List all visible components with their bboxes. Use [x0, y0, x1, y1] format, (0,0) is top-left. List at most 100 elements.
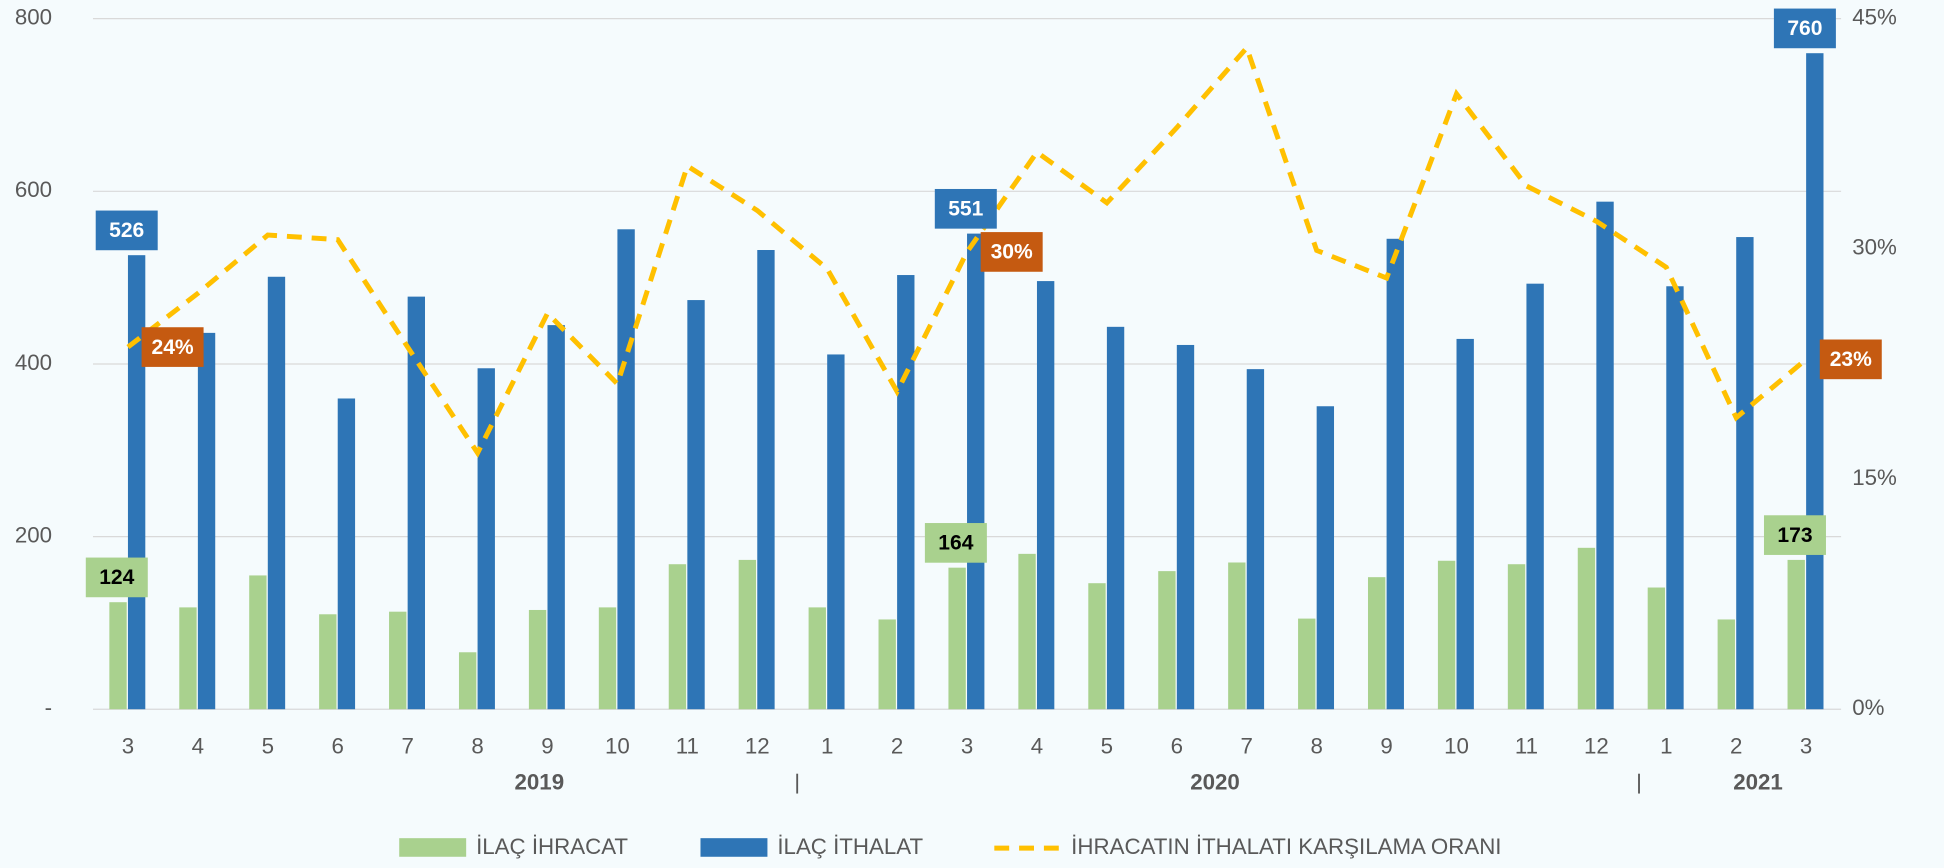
x-tick-label: 1 [1660, 734, 1672, 759]
x-tick-label: 6 [332, 734, 344, 759]
legend-label: İLAÇ İHRACAT [476, 834, 628, 859]
bar [1298, 618, 1316, 710]
bar [687, 300, 705, 710]
bar [757, 250, 775, 710]
bar [319, 614, 337, 710]
x-tick-label: 12 [745, 734, 770, 759]
bar [1176, 344, 1195, 710]
bar [738, 559, 757, 710]
bar [948, 567, 966, 710]
bar [1246, 369, 1265, 710]
bar [1507, 564, 1526, 710]
data-label: 173 [1777, 524, 1812, 547]
y2-tick-label: 45% [1852, 5, 1897, 30]
bar [389, 611, 407, 710]
data-label-box [1819, 339, 1882, 380]
data-label-box [85, 557, 148, 598]
bar [1806, 53, 1824, 710]
bar [477, 368, 495, 710]
bar [179, 607, 197, 710]
bar [967, 233, 985, 710]
x-tick-label: 12 [1584, 734, 1609, 759]
data-label-box [95, 210, 158, 251]
bar [458, 652, 477, 710]
bar [1577, 547, 1596, 710]
bar [1647, 587, 1666, 710]
bar [1386, 238, 1404, 710]
data-label-box [1763, 515, 1826, 555]
bar [1666, 286, 1684, 710]
y-tick-label: 800 [15, 5, 52, 30]
x-tick-label: 8 [1310, 734, 1322, 759]
data-label-box [141, 327, 204, 367]
bar [1367, 577, 1386, 710]
x-tick-label: 8 [471, 734, 483, 759]
year-label: 2021 [1733, 770, 1783, 795]
x-tick-label: 5 [1101, 734, 1113, 759]
bar [808, 607, 826, 710]
data-label: 30% [991, 241, 1033, 264]
x-tick-label: 3 [961, 734, 973, 759]
x-tick-label: 9 [541, 734, 553, 759]
data-label: 24% [152, 336, 194, 359]
x-tick-label: 7 [401, 734, 413, 759]
bar [827, 354, 845, 710]
legend-swatch [700, 838, 768, 857]
bar [1526, 283, 1544, 710]
bar [337, 398, 356, 710]
bar [197, 332, 216, 710]
x-tick-label: 11 [676, 734, 699, 759]
bar [1106, 326, 1125, 710]
bar [668, 564, 687, 710]
y-tick-label: - [45, 695, 52, 720]
data-label-box [980, 232, 1043, 272]
bar [528, 609, 547, 710]
legend-label: İHRACATIN İTHALATI KARŞILAMA ORANI [1071, 834, 1501, 859]
x-tick-label: 5 [262, 734, 274, 759]
x-tick-label: 4 [192, 734, 204, 759]
bar [1717, 619, 1735, 710]
x-tick-label: 10 [1444, 734, 1469, 759]
bar [1456, 338, 1474, 710]
bar [1088, 583, 1106, 710]
x-tick-label: 3 [1800, 734, 1812, 759]
x-tick-label: 2 [891, 734, 903, 759]
bar [547, 325, 565, 710]
y2-tick-label: 15% [1852, 465, 1897, 490]
x-tick-label: 4 [1031, 734, 1043, 759]
bar [1736, 237, 1754, 710]
bar [249, 575, 267, 710]
data-label: 164 [938, 532, 973, 555]
bar [598, 607, 617, 710]
bar [109, 602, 127, 710]
bar [267, 276, 286, 710]
data-label: 760 [1787, 17, 1822, 40]
y-tick-label: 400 [15, 350, 52, 375]
bar [1018, 553, 1036, 710]
bar [1036, 281, 1055, 710]
x-tick-label: 1 [821, 734, 833, 759]
bar [1316, 406, 1335, 710]
bar [1158, 571, 1176, 710]
bar [1596, 201, 1614, 710]
x-tick-label: 6 [1171, 734, 1183, 759]
x-tick-label: 2 [1730, 734, 1742, 759]
bar [407, 296, 426, 710]
legend-label: İLAÇ İTHALAT [777, 834, 923, 859]
bar [127, 255, 146, 710]
bar [1228, 562, 1246, 710]
y2-tick-label: 0% [1852, 695, 1884, 720]
x-tick-label: 3 [122, 734, 134, 759]
bar [1787, 559, 1805, 710]
data-label: 526 [109, 219, 144, 242]
data-label-box [1773, 8, 1836, 49]
y2-tick-label: 30% [1852, 235, 1897, 260]
x-tick-label: 11 [1515, 734, 1538, 759]
year-label: 2020 [1190, 770, 1240, 795]
legend-swatch [399, 838, 467, 857]
x-tick-label: 10 [605, 734, 630, 759]
bar [617, 229, 635, 710]
data-label: 551 [948, 198, 983, 221]
data-label-box [924, 523, 987, 563]
